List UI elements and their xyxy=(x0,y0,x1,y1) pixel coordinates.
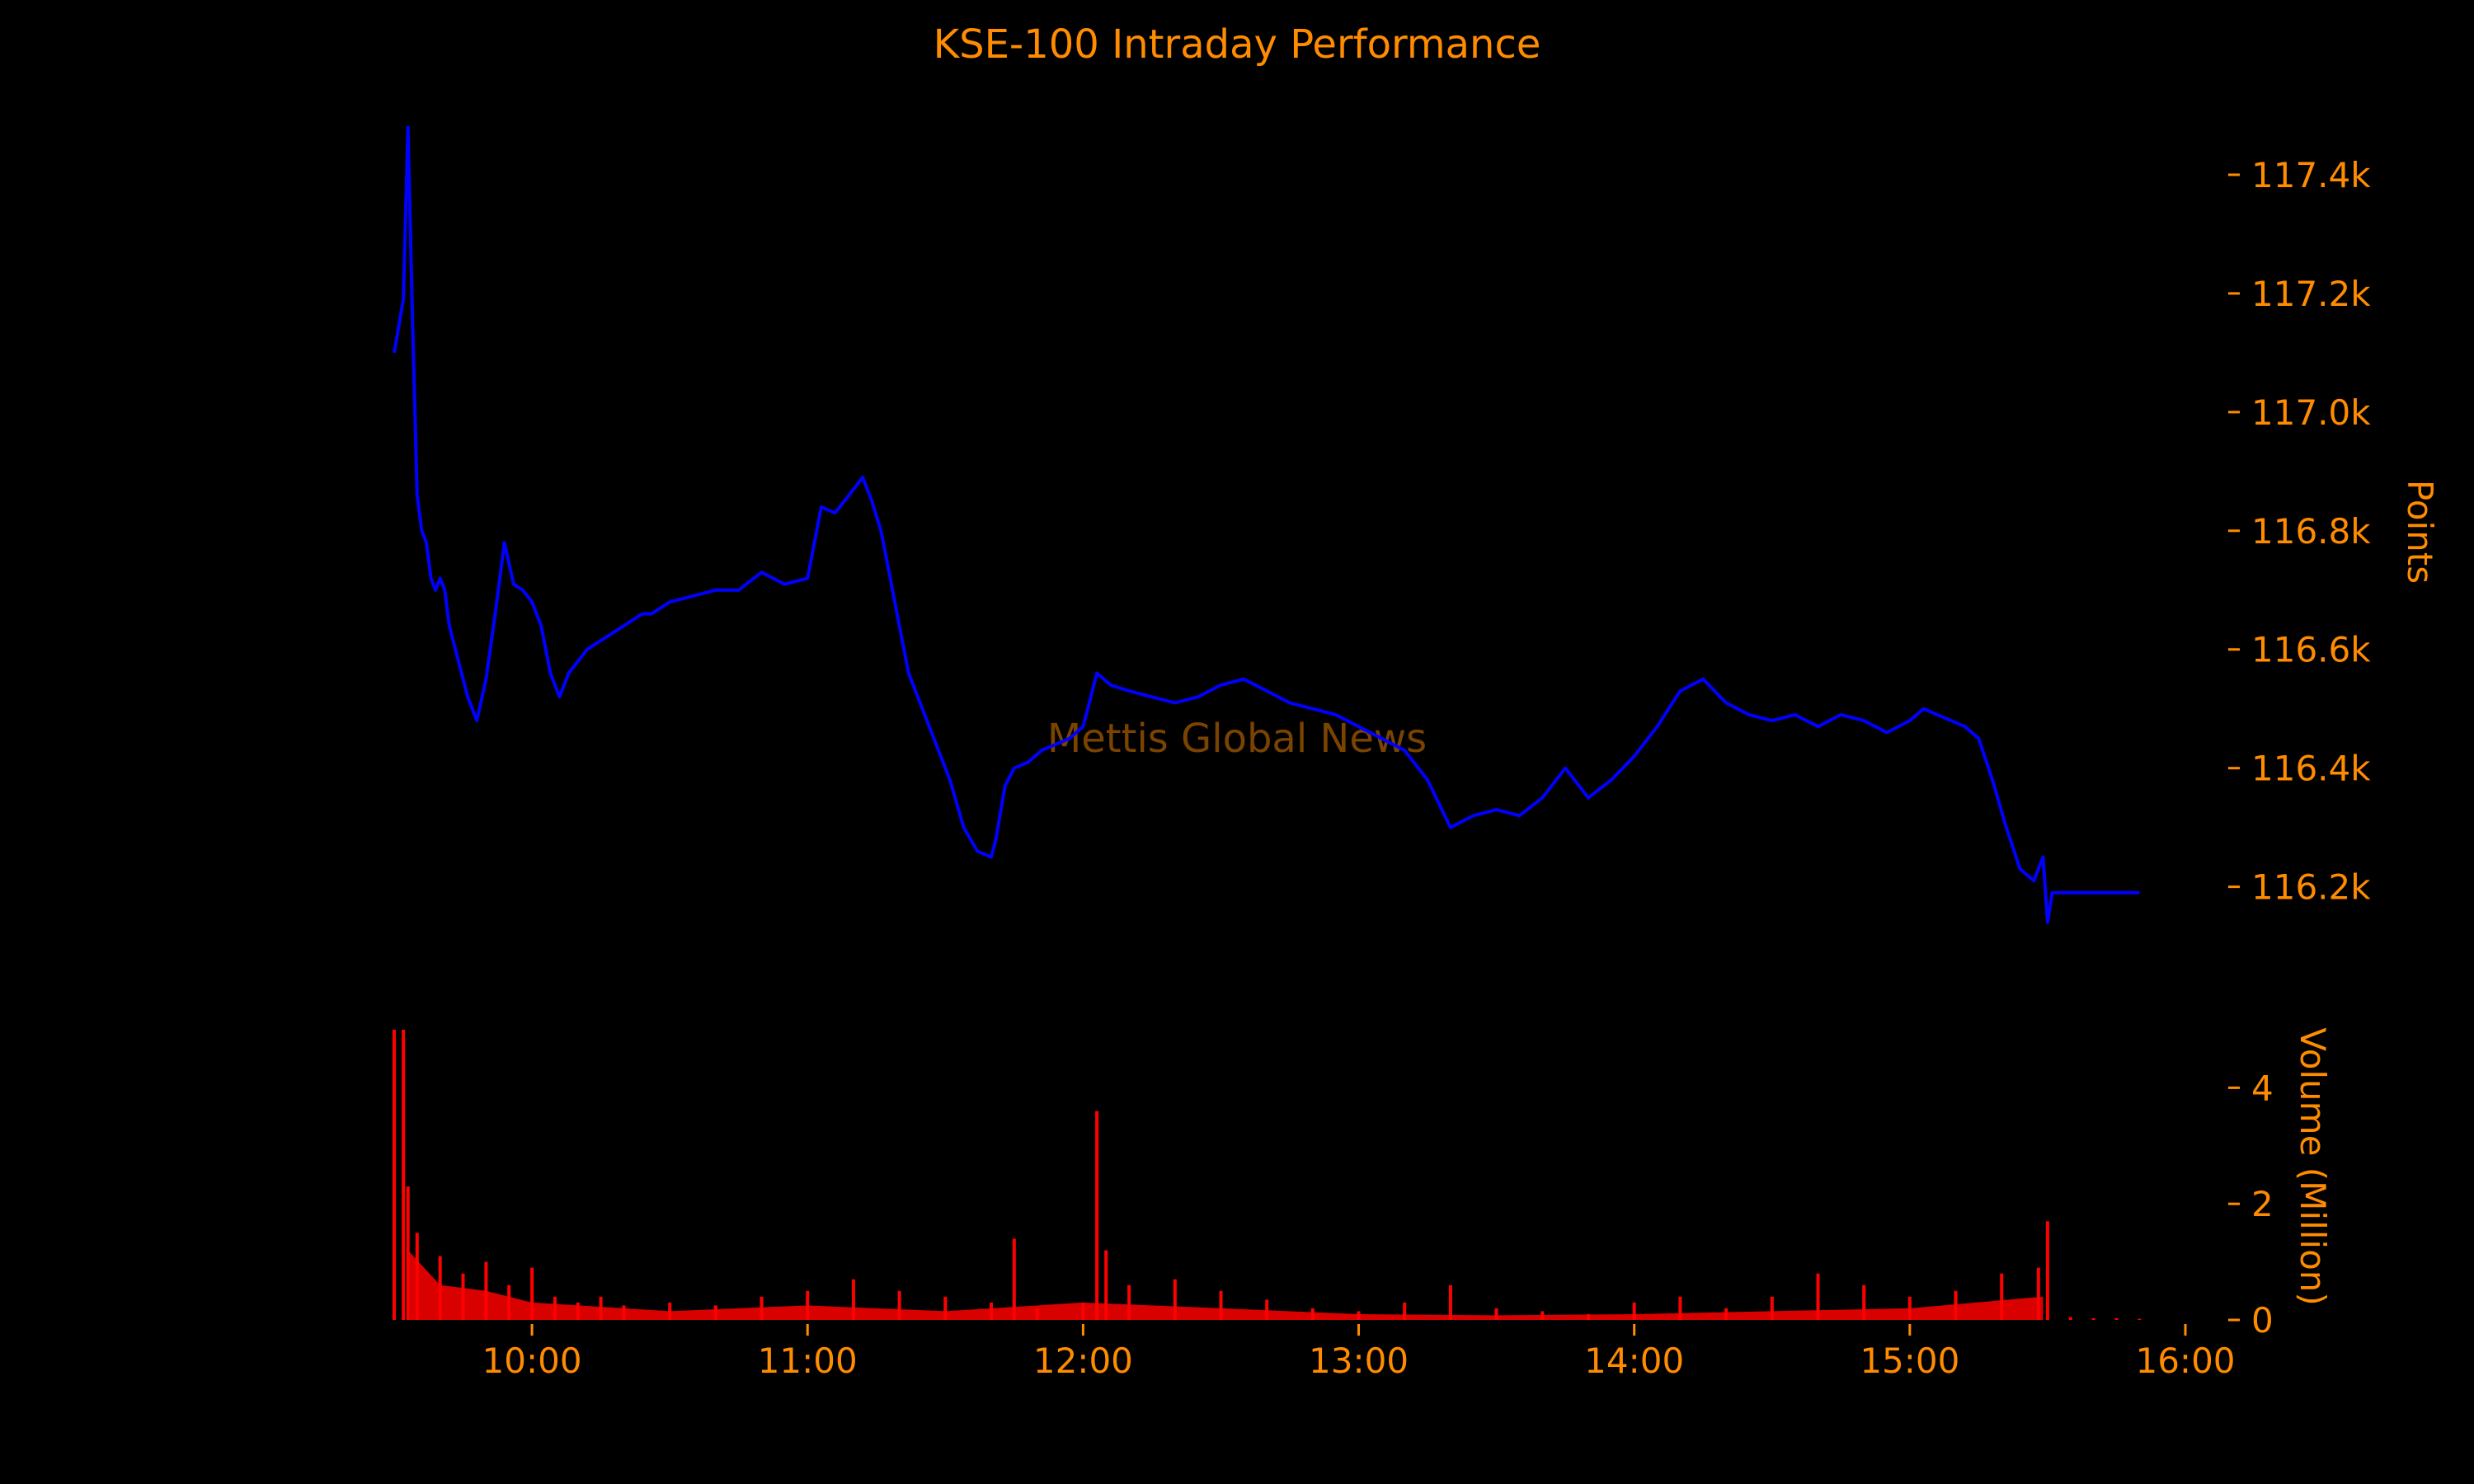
volume-bar xyxy=(2138,1318,2142,1320)
price-ytick-label: 116.8k xyxy=(2251,511,2371,552)
volume-bar xyxy=(1494,1308,1498,1320)
volume-bar xyxy=(1678,1296,1682,1320)
volume-bar xyxy=(1104,1250,1108,1320)
volume-bar xyxy=(1265,1299,1269,1320)
volume-bar xyxy=(2000,1273,2004,1320)
volume-bar xyxy=(851,1279,855,1320)
time-xtick-label: 11:00 xyxy=(758,1341,858,1381)
volume-ytick-label: 0 xyxy=(2251,1300,2274,1341)
volume-ytick-label: 2 xyxy=(2251,1184,2274,1224)
time-xtick-label: 15:00 xyxy=(1860,1341,1959,1381)
time-xtick-label: 12:00 xyxy=(1033,1341,1133,1381)
price-axis-title: Points xyxy=(2400,480,2440,584)
volume-bar xyxy=(1403,1302,1407,1320)
volume-bar xyxy=(2068,1317,2072,1320)
volume-bar xyxy=(1095,1111,1099,1320)
volume-bar xyxy=(530,1267,534,1320)
time-xtick-label: 16:00 xyxy=(2135,1341,2235,1381)
volume-bar xyxy=(943,1296,948,1320)
price-ytick-label: 117.0k xyxy=(2251,392,2371,433)
volume-bar xyxy=(2114,1317,2119,1320)
volume-axis-title: Volume (Million) xyxy=(2293,1027,2333,1306)
price-ytick-label: 116.4k xyxy=(2251,749,2371,789)
price-panel: 116.2k 116.4k 116.6k 116.8k 117.0k 117.2k 117.… xyxy=(393,125,2371,924)
volume-bar xyxy=(2036,1267,2040,1320)
watermark-text: Mettis Global News xyxy=(1047,716,1427,762)
price-ytick-label: 117.2k xyxy=(2251,274,2371,314)
volume-area-fill xyxy=(407,1250,2044,1320)
volume-bar xyxy=(897,1290,901,1320)
time-xtick-label: 10:00 xyxy=(482,1341,582,1381)
time-xtick-label: 14:00 xyxy=(1584,1341,1684,1381)
volume-bar xyxy=(1816,1273,1820,1320)
price-ytick-label: 116.2k xyxy=(2251,867,2371,908)
volume-bar xyxy=(1862,1284,1866,1320)
volume-bar xyxy=(1770,1296,1774,1320)
price-ytick-label: 117.4k xyxy=(2251,155,2371,195)
volume-bar xyxy=(1012,1238,1016,1320)
volume-bar xyxy=(402,1030,406,1320)
volume-bar xyxy=(1219,1290,1223,1320)
volume-bar xyxy=(393,1030,396,1320)
chart-title: KSE-100 Intraday Performance xyxy=(934,21,1541,68)
volume-bar xyxy=(1127,1284,1131,1320)
time-xtick-label: 13:00 xyxy=(1309,1341,1409,1381)
volume-bar xyxy=(2091,1317,2095,1320)
volume-panel: 0 2 4 10:00 11:00 12:00 13:00 14:00 15:00 16:00 xyxy=(393,1030,2274,1381)
volume-bar xyxy=(1173,1279,1177,1320)
volume-bar xyxy=(1632,1302,1636,1320)
volume-bar xyxy=(1448,1284,1452,1320)
volume-ytick-label: 4 xyxy=(2251,1068,2274,1108)
volume-bar xyxy=(2045,1221,2049,1320)
price-ytick-label: 116.6k xyxy=(2251,630,2371,670)
